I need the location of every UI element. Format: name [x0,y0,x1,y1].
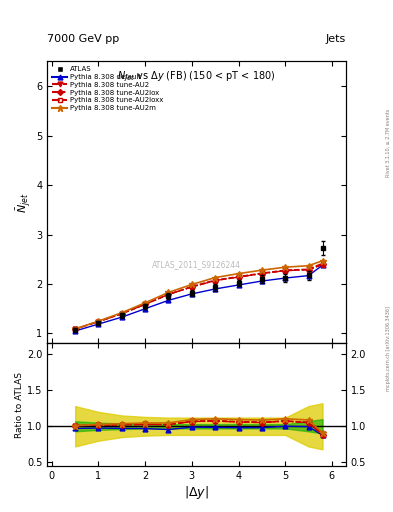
Pythia 8.308 tune-AU2loxx [320,262,325,268]
Pythia 8.308 tune-AU2 [320,260,325,266]
Pythia 8.308 default [189,291,194,297]
Pythia 8.308 tune-AU2lox [143,301,147,307]
Pythia 8.308 tune-AU2 [189,284,194,290]
Pythia 8.308 tune-AU2loxx [119,311,124,317]
Pythia 8.308 tune-AU2lox [166,291,171,297]
Pythia 8.308 tune-AU2 [143,301,147,307]
Pythia 8.308 default [143,306,147,312]
Pythia 8.308 default [306,272,311,279]
Pythia 8.308 tune-AU2m [320,258,325,264]
Pythia 8.308 tune-AU2lox [213,278,218,284]
Pythia 8.308 tune-AU2lox [96,318,101,325]
Line: Pythia 8.308 default: Pythia 8.308 default [73,263,325,333]
Pythia 8.308 tune-AU2loxx [259,270,264,276]
Pythia 8.308 tune-AU2lox [320,261,325,267]
Pythia 8.308 tune-AU2lox [236,274,241,280]
Pythia 8.308 tune-AU2m [166,289,171,295]
Pythia 8.308 tune-AU2m [96,318,101,324]
Line: Pythia 8.308 tune-AU2lox: Pythia 8.308 tune-AU2lox [73,262,325,331]
Pythia 8.308 tune-AU2m [283,264,288,270]
Line: Pythia 8.308 tune-AU2loxx: Pythia 8.308 tune-AU2loxx [73,263,325,331]
Pythia 8.308 tune-AU2lox [259,270,264,276]
Pythia 8.308 tune-AU2m [236,270,241,276]
Pythia 8.308 tune-AU2m [259,267,264,273]
Pythia 8.308 tune-AU2 [283,267,288,273]
Pythia 8.308 tune-AU2 [166,291,171,297]
Pythia 8.308 default [166,297,171,304]
Pythia 8.308 tune-AU2 [306,266,311,272]
Y-axis label: $\bar{N}_{jet}$: $\bar{N}_{jet}$ [15,192,33,212]
X-axis label: $|\Delta y|$: $|\Delta y|$ [184,483,209,501]
Y-axis label: Ratio to ATLAS: Ratio to ATLAS [15,372,24,438]
Pythia 8.308 tune-AU2 [213,277,218,283]
Pythia 8.308 default [236,282,241,288]
Pythia 8.308 tune-AU2loxx [236,274,241,280]
Text: 7000 GeV pp: 7000 GeV pp [47,33,119,44]
Pythia 8.308 default [119,314,124,320]
Pythia 8.308 tune-AU2m [189,282,194,288]
Pythia 8.308 tune-AU2loxx [213,278,218,284]
Pythia 8.308 default [283,275,288,281]
Pythia 8.308 tune-AU2m [119,310,124,316]
Pythia 8.308 tune-AU2 [259,270,264,276]
Pythia 8.308 tune-AU2loxx [283,268,288,274]
Text: Rivet 3.1.10, ≥ 2.7M events: Rivet 3.1.10, ≥ 2.7M events [386,109,391,178]
Text: Jets: Jets [325,33,346,44]
Pythia 8.308 tune-AU2loxx [143,301,147,307]
Pythia 8.308 tune-AU2loxx [96,318,101,325]
Legend: ATLAS, Pythia 8.308 default, Pythia 8.308 tune-AU2, Pythia 8.308 tune-AU2lox, Py: ATLAS, Pythia 8.308 default, Pythia 8.30… [51,65,165,112]
Pythia 8.308 tune-AU2m [213,274,218,281]
Pythia 8.308 tune-AU2m [73,326,77,332]
Pythia 8.308 tune-AU2lox [73,326,77,332]
Pythia 8.308 default [259,278,264,284]
Pythia 8.308 tune-AU2lox [283,268,288,274]
Text: mcplots.cern.ch [arXiv:1306.3436]: mcplots.cern.ch [arXiv:1306.3436] [386,306,391,391]
Pythia 8.308 tune-AU2 [73,326,77,332]
Text: ATLAS_2011_S9126244: ATLAS_2011_S9126244 [152,260,241,269]
Pythia 8.308 default [213,286,218,292]
Pythia 8.308 tune-AU2lox [119,311,124,317]
Pythia 8.308 default [73,328,77,334]
Pythia 8.308 tune-AU2loxx [73,326,77,332]
Pythia 8.308 tune-AU2 [96,318,101,325]
Pythia 8.308 tune-AU2loxx [166,291,171,297]
Pythia 8.308 tune-AU2 [236,273,241,280]
Pythia 8.308 tune-AU2 [119,311,124,317]
Line: Pythia 8.308 tune-AU2m: Pythia 8.308 tune-AU2m [72,258,326,332]
Pythia 8.308 default [96,321,101,327]
Pythia 8.308 tune-AU2m [143,300,147,306]
Pythia 8.308 default [320,262,325,268]
Line: Pythia 8.308 tune-AU2: Pythia 8.308 tune-AU2 [73,261,325,331]
Pythia 8.308 tune-AU2loxx [306,267,311,273]
Pythia 8.308 tune-AU2lox [306,267,311,273]
Pythia 8.308 tune-AU2lox [189,284,194,290]
Text: $N_{jet}$ vs $\Delta y$ (FB) (150 < pT < 180): $N_{jet}$ vs $\Delta y$ (FB) (150 < pT <… [117,70,276,84]
Pythia 8.308 tune-AU2loxx [189,284,194,290]
Pythia 8.308 tune-AU2m [306,263,311,269]
